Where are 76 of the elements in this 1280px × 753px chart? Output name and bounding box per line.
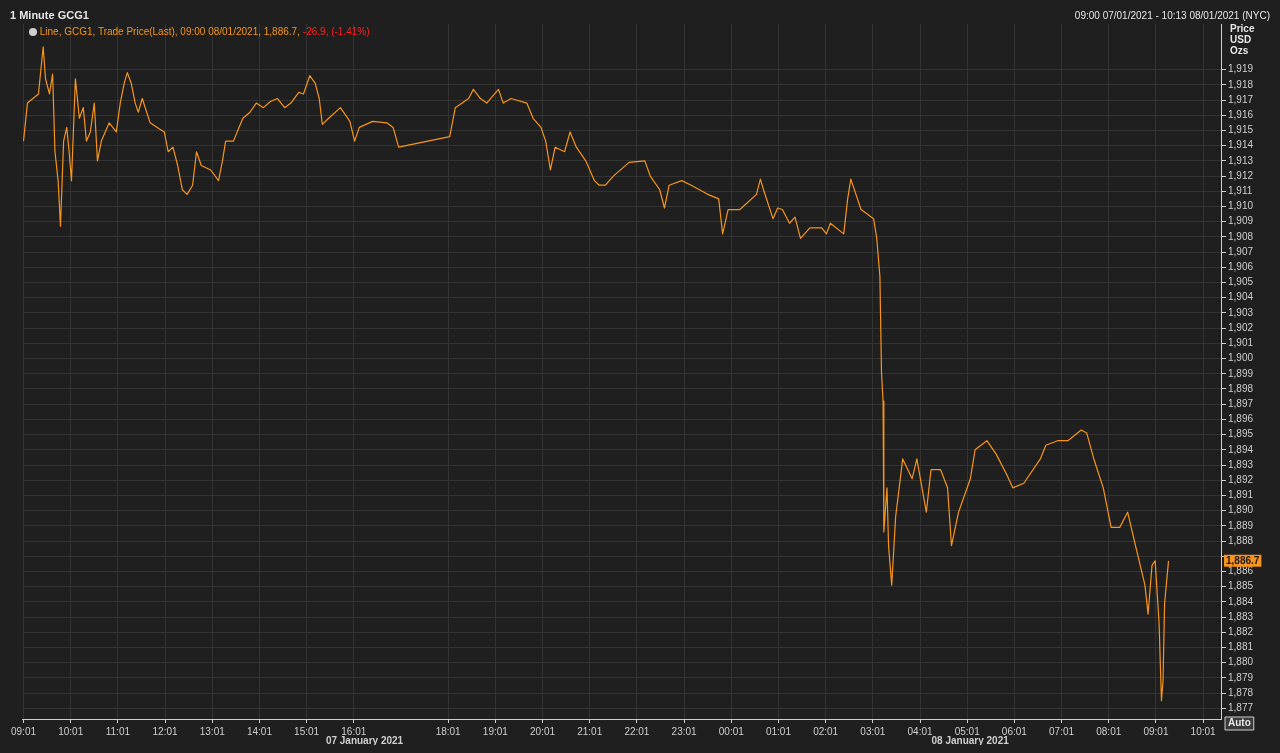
x-tick-label: 16:01 bbox=[341, 725, 367, 737]
x-tick-label: 01:01 bbox=[765, 725, 792, 737]
y-tick-label: 1,891 bbox=[1228, 489, 1254, 501]
y-tick-label: 1,884 bbox=[1228, 595, 1254, 607]
y-tick-label: 1,881 bbox=[1228, 641, 1254, 653]
y-tick-label: 1,899 bbox=[1228, 367, 1254, 379]
series-label: Line, GCG1, Trade Price(Last), 09:00 08/01/2021, 1,886.7, bbox=[39, 25, 303, 37]
y-tick-label: 1,912 bbox=[1228, 169, 1254, 181]
y-axis-title: Price USD Ozs bbox=[1230, 22, 1255, 56]
y-tick-label: 1,911 bbox=[1228, 185, 1253, 197]
y-tick-label: 1,880 bbox=[1228, 656, 1254, 668]
x-tick-label: 23:01 bbox=[671, 725, 698, 737]
y-tick-label: 1,883 bbox=[1228, 610, 1254, 622]
chart-title: 1 Minute GCG1 bbox=[10, 9, 89, 22]
x-tick-label: 03:01 bbox=[860, 725, 886, 737]
y-tick-label: 1,889 bbox=[1228, 519, 1254, 531]
y-tick-label: 1,905 bbox=[1228, 276, 1254, 288]
y-tick-label: 1,909 bbox=[1228, 215, 1254, 227]
y-tick-label: 1,893 bbox=[1228, 458, 1254, 470]
y-tick-label: 1,900 bbox=[1228, 352, 1254, 364]
chart-subtitle: 09:00 07/01/2021 - 10:13 08/01/2021 (NYC) bbox=[1074, 9, 1270, 21]
y-tick-label: 1,896 bbox=[1228, 413, 1254, 425]
y-tick-label: 1,901 bbox=[1228, 337, 1254, 349]
x-tick-label: 15:01 bbox=[294, 725, 320, 737]
y-tick-label: 1,892 bbox=[1228, 473, 1254, 485]
x-tick-label: 19:01 bbox=[482, 725, 509, 737]
x-tick-label: 10:01 bbox=[1190, 725, 1217, 737]
x-tick-label: 10:01 bbox=[58, 725, 84, 737]
x-tick-label: 13:01 bbox=[199, 725, 226, 737]
x-tick-label: 22:01 bbox=[624, 725, 650, 737]
x-tick-label: 14:01 bbox=[246, 725, 273, 737]
text: Auto bbox=[1228, 717, 1251, 729]
x-tick-label: 08:01 bbox=[1096, 725, 1122, 737]
y-tick-label: 1,903 bbox=[1228, 306, 1254, 318]
x-tick-label: 09:01 bbox=[1143, 725, 1169, 737]
y-tick-label: 1,895 bbox=[1228, 428, 1254, 440]
x-tick-label: 09:01 bbox=[11, 725, 37, 737]
x-tick-label: 02:01 bbox=[813, 725, 839, 737]
x-tick-label: 20:01 bbox=[530, 725, 556, 737]
x-tick-label: 18:01 bbox=[435, 725, 462, 737]
y-tick-label: 1,886 bbox=[1228, 565, 1254, 577]
y-tick-label: 1,907 bbox=[1228, 245, 1254, 257]
y-tick-label: 1,877 bbox=[1228, 702, 1254, 714]
y-tick-label: 1,910 bbox=[1228, 200, 1254, 212]
annotation: -26.9, (-1.41%) bbox=[302, 25, 370, 37]
y-tick-label: 1,918 bbox=[1228, 78, 1254, 90]
x-tick-label: 06:01 bbox=[1001, 725, 1028, 737]
x-tick-label: 07:01 bbox=[1049, 725, 1075, 737]
y-tick-label: 1,913 bbox=[1228, 154, 1254, 166]
x-tick-label: 00:01 bbox=[718, 725, 745, 737]
y-tick-label: 1,917 bbox=[1228, 93, 1254, 105]
y-tick-label: 1,879 bbox=[1228, 671, 1254, 683]
y-tick-label: 1,878 bbox=[1228, 686, 1254, 698]
y-tick-label: 1,914 bbox=[1228, 139, 1254, 151]
y-tick-label: 1,890 bbox=[1228, 504, 1254, 516]
x-tick-label: 12:01 bbox=[152, 725, 179, 737]
text: 07 January 2021 bbox=[325, 734, 404, 746]
y-tick-label: 1,898 bbox=[1228, 382, 1254, 394]
annotation: 1,886.7 bbox=[1226, 554, 1260, 566]
y-tick-label: 1,894 bbox=[1228, 443, 1254, 455]
y-tick-label: 1,897 bbox=[1228, 397, 1254, 409]
y-tick-label: 1,888 bbox=[1228, 534, 1254, 546]
y-tick-label: 1,906 bbox=[1228, 261, 1254, 273]
x-tick-label: 11:01 bbox=[105, 725, 131, 737]
y-tick-label: 1,904 bbox=[1228, 291, 1254, 303]
y-tick-label: 1,915 bbox=[1228, 124, 1254, 136]
y-tick-label: 1,882 bbox=[1228, 626, 1254, 638]
y-tick-label: 1,908 bbox=[1228, 230, 1254, 242]
text: 08 January 2021 bbox=[931, 734, 1010, 746]
y-tick-label: 1,919 bbox=[1228, 63, 1254, 75]
y-tick-label: 1,885 bbox=[1228, 580, 1254, 592]
x-tick-label: 04:01 bbox=[907, 725, 933, 737]
y-tick-label: 1,916 bbox=[1228, 109, 1254, 120]
x-tick-label: 05:01 bbox=[954, 725, 981, 737]
x-tick-label: 21:01 bbox=[577, 725, 603, 737]
y-tick-label: 1,902 bbox=[1228, 321, 1254, 333]
